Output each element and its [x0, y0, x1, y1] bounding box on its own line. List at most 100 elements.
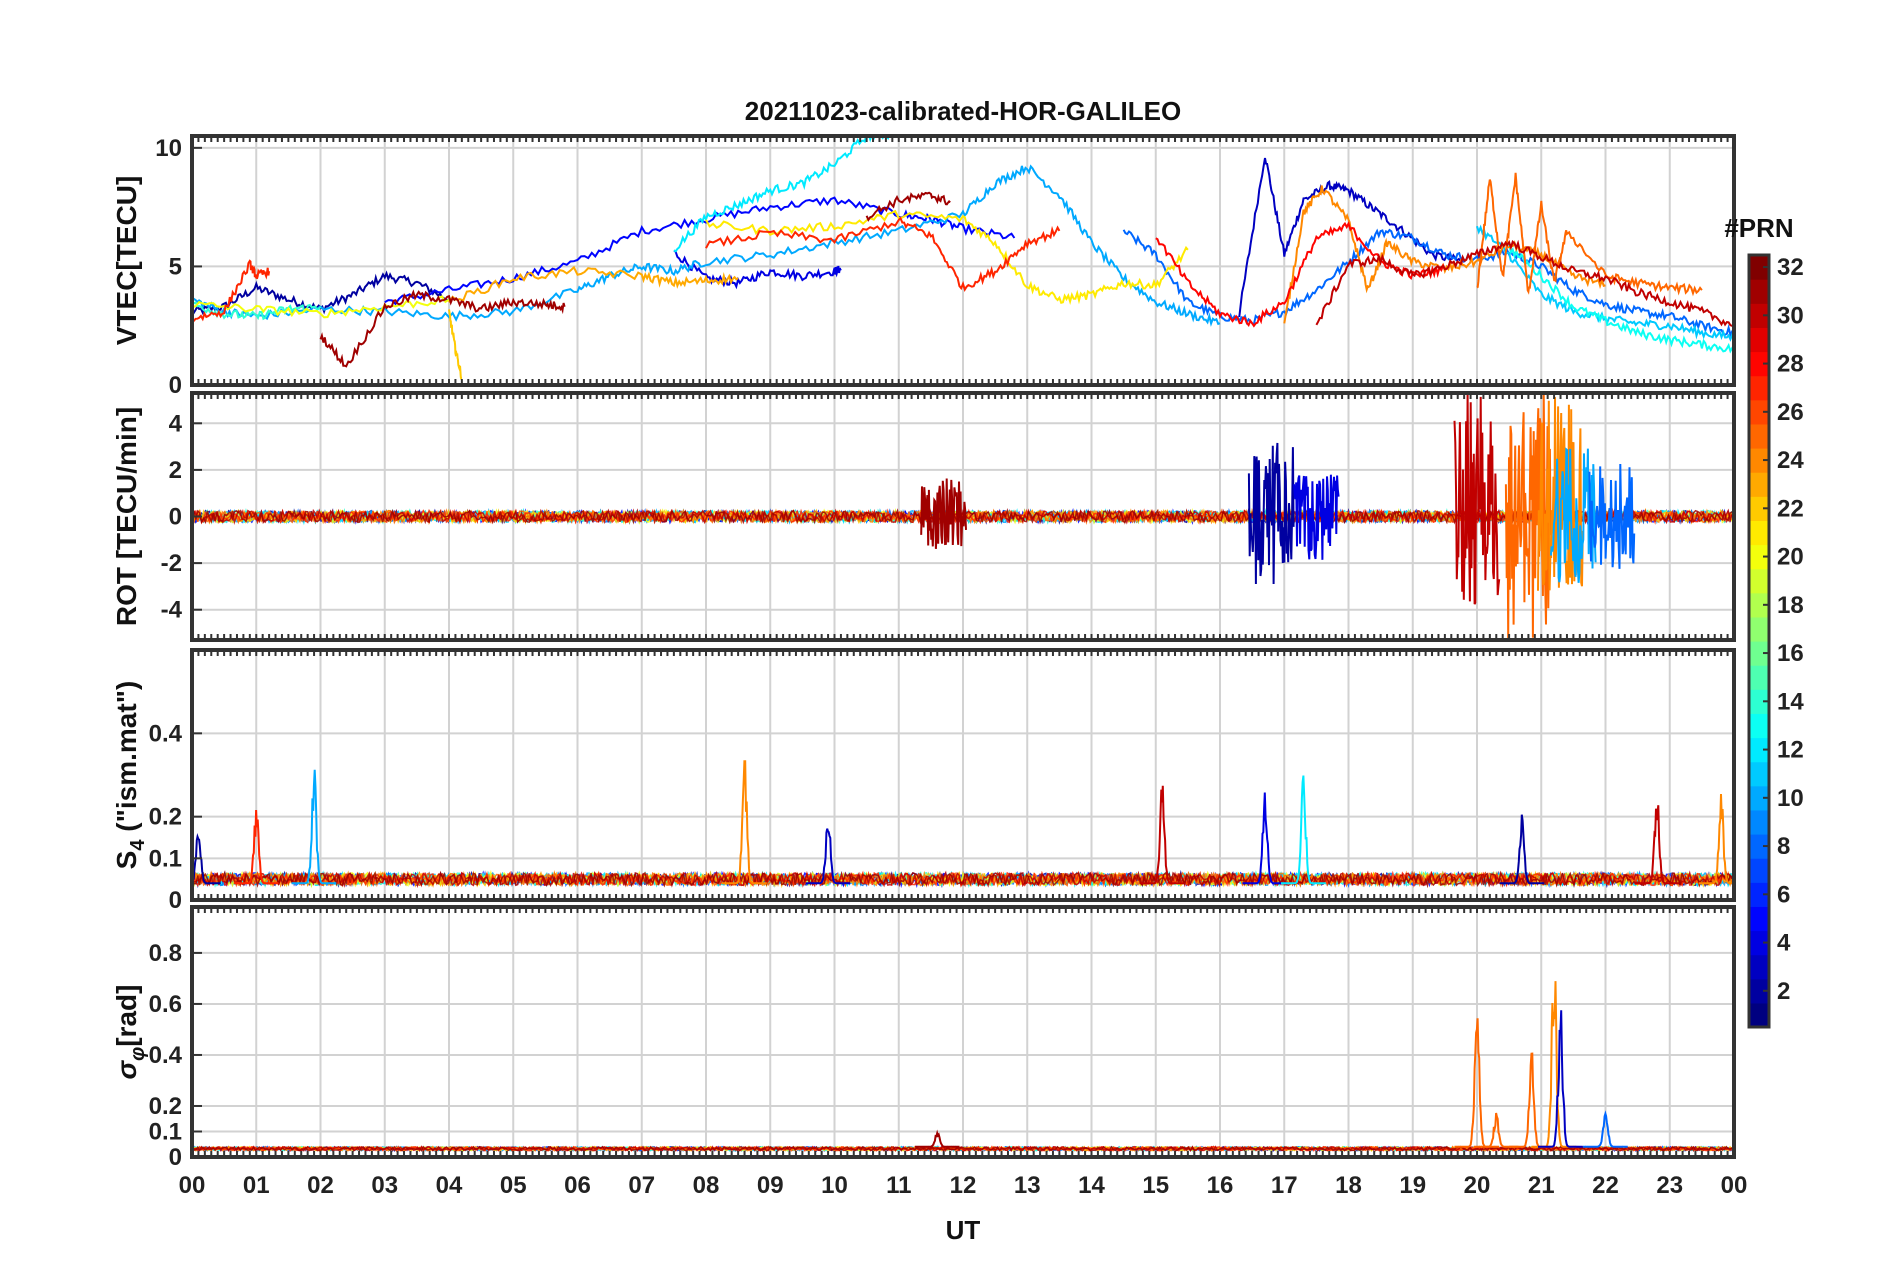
y-tick-label: 0.1 — [149, 1118, 182, 1145]
colorbar-swatch — [1749, 303, 1769, 328]
event-trace-prn-4 — [1292, 474, 1340, 560]
x-tick-label: 16 — [1207, 1172, 1234, 1199]
series-line-prn-21 — [705, 209, 1189, 305]
x-tick-label: 15 — [1142, 1172, 1169, 1199]
y-tick-label: 4 — [169, 410, 183, 437]
series-line-prn-12 — [673, 136, 897, 253]
baseline-trace-prn-31 — [192, 1145, 1733, 1152]
colorbar-swatch — [1749, 858, 1769, 883]
colorbar-swatch — [1749, 568, 1769, 594]
series-group — [192, 981, 1733, 1153]
colorbar-swatch — [1749, 713, 1769, 739]
colorbar-tick-label: 14 — [1777, 688, 1804, 715]
colorbar-tick-label: 20 — [1777, 544, 1804, 571]
series-group — [192, 136, 1734, 381]
y-axis-label-sigma_phi: σφ[rad] — [111, 985, 149, 1080]
event-trace-prn-2 — [192, 833, 221, 885]
x-tick-label: 18 — [1335, 1172, 1362, 1199]
colorbar-tick-label: 22 — [1777, 495, 1804, 522]
panel-ROT: -4 -2 0 2 4 ROT [TECU/min] — [111, 391, 1736, 642]
x-tick-label: 14 — [1078, 1172, 1105, 1199]
colorbar-swatch — [1749, 906, 1769, 932]
colorbar-tick-label: 26 — [1777, 399, 1804, 426]
event-trace-prn-31 — [920, 478, 967, 549]
event-trace-prn-2 — [1247, 442, 1295, 585]
colorbar-swatch — [1749, 592, 1769, 618]
y-tick-label: 0.4 — [149, 1042, 183, 1069]
x-tick-label: 10 — [821, 1172, 848, 1199]
x-tick-label: 22 — [1592, 1172, 1619, 1199]
x-tick-label: 02 — [307, 1172, 334, 1199]
colorbar-tick-label: 2 — [1777, 978, 1790, 1005]
colorbar-swatch — [1749, 761, 1769, 787]
panel-VTEC: 0 5 10 VTEC[TECU] — [111, 134, 1736, 399]
colorbar-swatch — [1749, 834, 1769, 859]
x-tick-label: 20 — [1464, 1172, 1491, 1199]
event-trace-prn-30 — [1453, 393, 1501, 605]
y-tick-label: 0 — [169, 887, 182, 914]
colorbar-tick-label: 4 — [1777, 930, 1791, 957]
colorbar-swatch — [1749, 978, 1769, 1004]
x-axis-label: UT — [946, 1215, 981, 1245]
colorbar-swatch — [1749, 448, 1769, 473]
y-tick-label: 0.2 — [149, 804, 182, 831]
event-trace-prn-8 — [1583, 1110, 1628, 1148]
x-tick-label: 09 — [757, 1172, 784, 1199]
series-line-prn-13 — [1508, 244, 1734, 354]
event-trace-prn-30 — [1634, 805, 1680, 885]
y-tick-label: 0.4 — [149, 720, 183, 747]
y-tick-label: -2 — [161, 550, 182, 577]
colorbar-swatch — [1749, 520, 1769, 546]
colorbar-swatch — [1749, 496, 1769, 521]
event-trace-prn-10 — [1549, 447, 1597, 583]
colorbar-tick-label: 18 — [1777, 592, 1804, 619]
colorbar-tick-label: 12 — [1777, 737, 1804, 764]
colorbar-swatch — [1749, 616, 1769, 642]
y-axis-label-ROT: ROT [TECU/min] — [111, 407, 142, 626]
colorbar-swatch — [1749, 930, 1769, 956]
x-tick-label: 11 — [886, 1172, 911, 1199]
x-tick-label: 12 — [950, 1172, 977, 1199]
series-line-prn-8 — [1122, 228, 1734, 338]
y-axis-label-S4: S4 ("ism.mat") — [111, 681, 149, 870]
colorbar-swatch — [1749, 665, 1769, 690]
colorbar-swatch — [1749, 737, 1769, 763]
colorbar-swatch — [1749, 882, 1769, 907]
colorbar: #PRN 32 30 28 26 24 22 20 18 16 14 12 10 8 6 4 2 — [1724, 213, 1804, 1029]
event-trace-prn-27 — [233, 809, 279, 885]
x-tick-label: 01 — [243, 1172, 270, 1199]
event-trace-prn-10 — [291, 769, 337, 885]
colorbar-tick-label: 10 — [1777, 785, 1804, 812]
colorbar-swatch — [1749, 351, 1769, 377]
x-tick-label: 06 — [564, 1172, 591, 1199]
y-tick-label: 10 — [155, 135, 182, 162]
colorbar-frame — [1747, 253, 1771, 1029]
series-line-prn-28 — [1155, 220, 1446, 328]
colorbar-tick-label: 30 — [1777, 302, 1804, 329]
colorbar-swatch — [1749, 954, 1769, 980]
colorbar-swatch — [1749, 809, 1769, 835]
event-trace-prn-25 — [1454, 1018, 1500, 1148]
panel-S4: 0 0.1 0.2 0.4S4 ("ism.mat") — [111, 648, 1736, 914]
colorbar-swatch — [1749, 641, 1769, 666]
series-line-prn-25 — [1476, 172, 1703, 297]
x-tick-label: 13 — [1014, 1172, 1041, 1199]
y-tick-label: 0 — [169, 372, 182, 399]
y-tick-label: 2 — [169, 457, 182, 484]
colorbar-swatch — [1749, 544, 1769, 570]
y-tick-label: 0 — [169, 504, 182, 531]
colorbar-swatch — [1749, 399, 1769, 425]
series-group — [192, 760, 1734, 889]
colorbar-swatch — [1749, 472, 1769, 497]
y-tick-label: 0.2 — [149, 1093, 182, 1120]
x-tick-label: 04 — [436, 1172, 463, 1199]
colorbar-tick-label: 32 — [1777, 254, 1804, 281]
event-trace-prn-24 — [722, 760, 767, 885]
colorbar-swatch — [1749, 423, 1769, 449]
x-tick-label: 19 — [1399, 1172, 1426, 1199]
series-line-prn-31 — [319, 289, 566, 368]
event-trace-prn-2 — [1499, 814, 1545, 885]
chart-title: 20211023-calibrated-HOR-GALILEO — [745, 96, 1181, 126]
series-line-prn-3 — [1238, 157, 1465, 318]
